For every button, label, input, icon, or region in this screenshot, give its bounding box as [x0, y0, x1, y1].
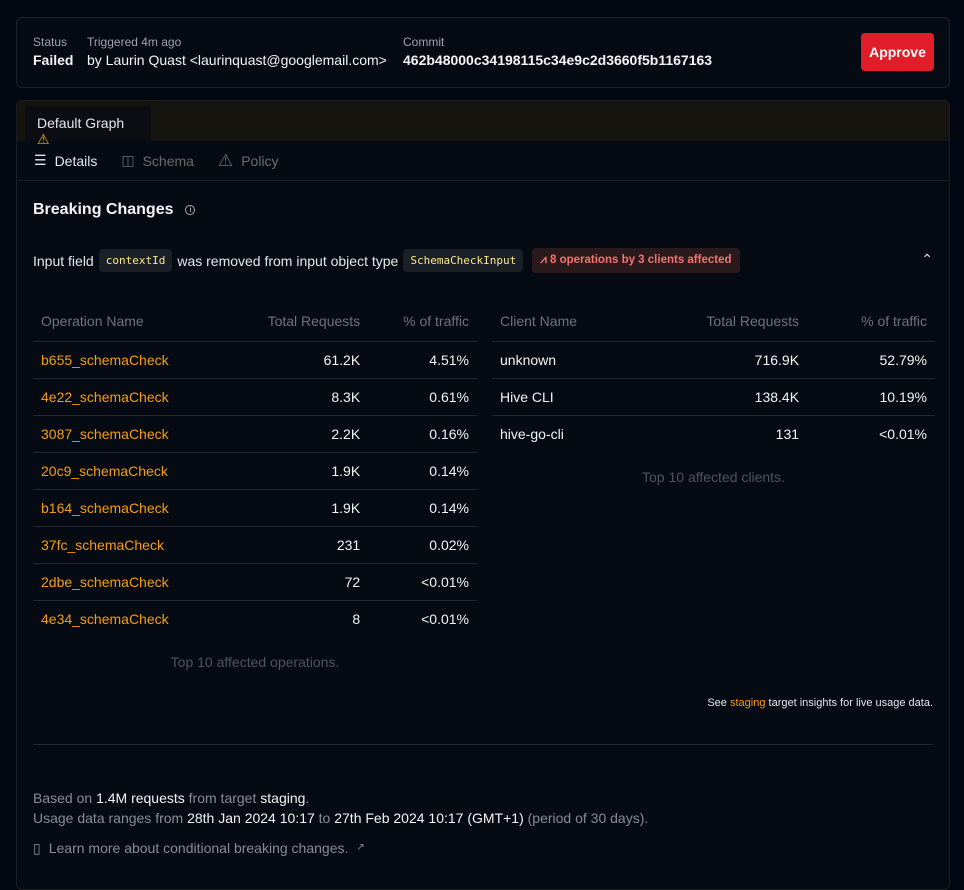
list-icon: ☰ [34, 152, 47, 168]
sub-nav: ☰ Details ◫ Schema ⚠ Policy [17, 141, 949, 181]
clients-caption: Top 10 affected clients. [642, 469, 785, 485]
type-code: SchemaCheckInput [403, 249, 524, 272]
warning-icon: ⚠ [37, 131, 50, 147]
operation-link[interactable]: 20c9_schemaCheck [33, 452, 224, 490]
columns-icon: ◫ [121, 152, 135, 168]
total-requests: 2.2K [223, 415, 369, 453]
traffic-percent: <0.01% [421, 610, 469, 627]
book-icon: ▯ [33, 840, 41, 856]
table-row: 3087_schemaCheck 2.2K 0.16% [33, 415, 477, 453]
table-row: hive-go-cli 131 <0.01% [492, 415, 935, 452]
total-requests: 138.4K [637, 378, 808, 416]
operation-link[interactable]: 4e22_schemaCheck [33, 378, 224, 416]
clients-table: Client Name Total Requests% of traffic un… [492, 301, 935, 452]
affected-badge: ⩘ 8 operations by 3 clients affected [532, 248, 740, 273]
operation-link[interactable]: b655_schemaCheck [33, 341, 224, 379]
field-code: contextId [98, 249, 173, 272]
traffic-percent: <0.01% [879, 425, 927, 442]
chevron-up-icon[interactable]: ⌃ [921, 251, 933, 267]
total-requests: 716.9K [637, 341, 808, 379]
approve-button[interactable]: Approve [861, 33, 934, 71]
triggered-field: Triggered 4m ago by Laurin Quast <laurinq… [87, 35, 387, 68]
operation-link[interactable]: 4e34_schemaCheck [41, 610, 169, 627]
table-row: Hive CLI 138.4K 10.19% [492, 378, 935, 416]
total-requests: 1.9K [223, 489, 369, 527]
table-row: 4e22_schemaCheck 8.3K 0.61% [33, 378, 477, 416]
client-name: unknown [492, 341, 638, 379]
staging-link[interactable]: staging [729, 697, 766, 709]
operations-caption: Top 10 affected operations. [170, 654, 340, 670]
activity-icon: ⩘ [540, 254, 547, 266]
status-field: Status Failed [33, 35, 74, 68]
traffic-percent: <0.01% [368, 563, 477, 601]
table-row: 2dbe_schemaCheck 72 <0.01% [33, 563, 477, 601]
total-requests: 1.9K [223, 452, 369, 490]
check-summary: Status Failed Triggered 4m ago by Laurin Q… [16, 17, 950, 88]
external-link-icon: ↗ [356, 842, 365, 853]
total-requests: 8.3K [223, 378, 369, 416]
insights-note: See staging target insights for live usa… [707, 697, 933, 709]
operations-table: Operation Name Total Requests% of traffic… [33, 301, 477, 637]
traffic-percent: 0.14% [368, 452, 477, 490]
traffic-percent: 10.19% [807, 378, 935, 416]
traffic-percent: 0.14% [368, 489, 477, 527]
table-row: 4e34_schemaCheck 8 <0.01% [33, 600, 477, 637]
table-row: 20c9_schemaCheck 1.9K 0.14% [33, 452, 477, 490]
table-row: b655_schemaCheck 61.2K 4.51% [33, 341, 477, 379]
total-requests: 61.2K [223, 341, 369, 379]
operation-link[interactable]: 3087_schemaCheck [33, 415, 224, 453]
subnav-details[interactable]: ☰ Details [34, 152, 98, 169]
traffic-percent: 0.02% [368, 526, 477, 564]
traffic-percent: 52.79% [807, 341, 935, 379]
operation-link[interactable]: 2dbe_schemaCheck [33, 563, 224, 601]
info-icon[interactable]: i [185, 205, 196, 215]
operation-link[interactable]: b164_schemaCheck [33, 489, 224, 527]
check-panel: Default Graph ⚠ ☰ Details ◫ Schema ⚠ Policy… [16, 100, 950, 890]
client-name: hive-go-cli [500, 425, 564, 442]
section-title: Breaking Changes i [33, 201, 196, 219]
tab-default-graph[interactable]: Default Graph ⚠ [25, 106, 151, 147]
divider [33, 744, 933, 745]
total-requests: 131 [775, 425, 800, 442]
subnav-policy[interactable]: ⚠ Policy [217, 150, 279, 170]
total-requests: 231 [223, 526, 369, 564]
tab-bar: Default Graph ⚠ [17, 101, 949, 147]
traffic-percent: 0.61% [368, 378, 477, 416]
commit-field: Commit 462b48000c34198115c34e9c2d3660f5b1… [403, 35, 713, 68]
total-requests: 8 [352, 610, 361, 627]
operation-link[interactable]: 37fc_schemaCheck [33, 526, 224, 564]
traffic-percent: 4.51% [368, 341, 477, 379]
client-name: Hive CLI [492, 378, 638, 416]
subnav-schema[interactable]: ◫ Schema [121, 152, 194, 169]
status-value: Failed [33, 52, 74, 68]
breaking-change-row[interactable]: Input field contextId was removed from i… [33, 248, 740, 273]
table-row: b164_schemaCheck 1.9K 0.14% [33, 489, 477, 527]
learn-more-link[interactable]: ▯ Learn more about conditional breaking c… [33, 840, 365, 856]
traffic-percent: 0.16% [368, 415, 477, 453]
total-requests: 72 [223, 563, 369, 601]
table-row: 37fc_schemaCheck 231 0.02% [33, 526, 477, 564]
warning-icon: ⚠ [217, 150, 234, 170]
usage-footer: Based on 1.4M requests from target stagi… [33, 790, 649, 856]
table-row: unknown 716.9K 52.79% [492, 341, 935, 379]
